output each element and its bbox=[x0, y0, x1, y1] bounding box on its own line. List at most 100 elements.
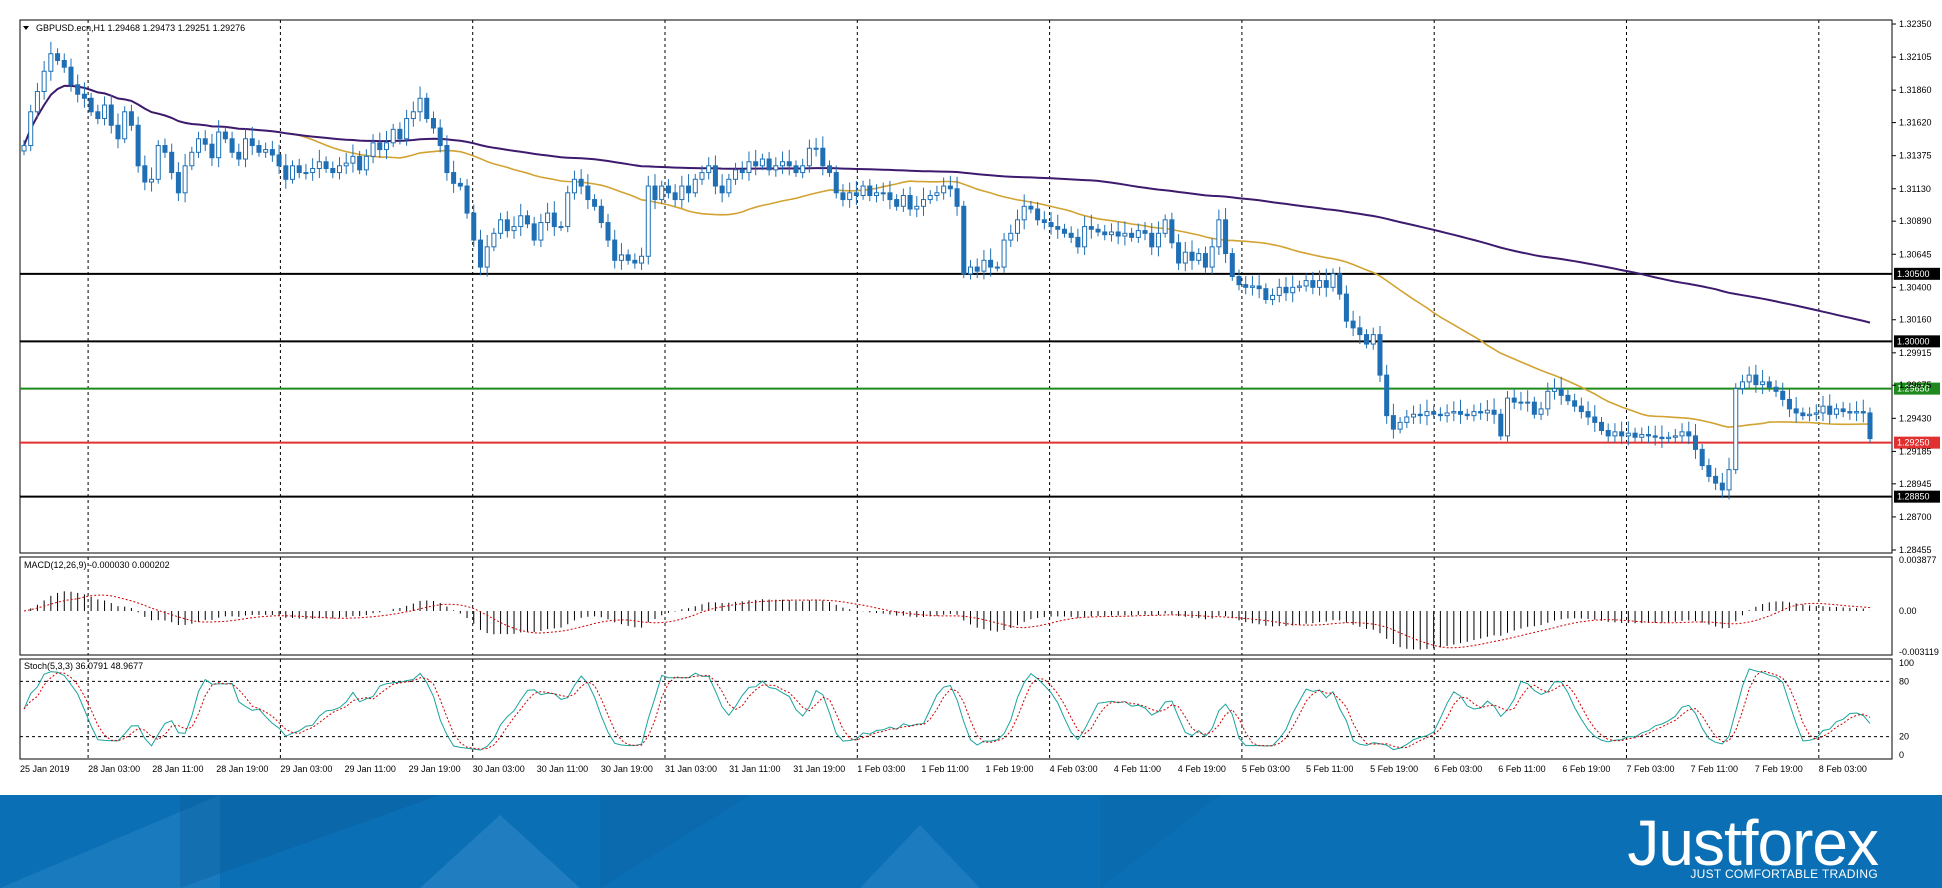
candle-body bbox=[1451, 411, 1457, 414]
candle-body bbox=[1283, 286, 1289, 294]
candle-body bbox=[1249, 285, 1255, 288]
candle-body bbox=[1411, 413, 1417, 418]
x-tick-label: 30 Jan 19:00 bbox=[601, 764, 653, 774]
candle-body bbox=[1404, 416, 1410, 423]
candle-body bbox=[699, 172, 705, 180]
stoch-main-line bbox=[23, 668, 1871, 751]
candle-body bbox=[283, 165, 289, 180]
candle-body bbox=[1290, 286, 1296, 294]
candle-body bbox=[256, 145, 262, 153]
candle-body bbox=[1672, 435, 1678, 438]
candle-body bbox=[175, 172, 181, 194]
ma-fast-line bbox=[23, 84, 1871, 429]
candle-body bbox=[1263, 288, 1269, 300]
candle-body bbox=[1075, 236, 1081, 248]
candle-body bbox=[1108, 231, 1114, 236]
candle-body bbox=[1236, 276, 1242, 286]
candle-body bbox=[733, 169, 739, 180]
candle-body bbox=[786, 161, 792, 167]
candle-body bbox=[853, 192, 859, 197]
candle-body bbox=[672, 192, 678, 201]
candle-body bbox=[1216, 219, 1222, 248]
candle-body bbox=[1343, 293, 1349, 322]
macd-panel bbox=[19, 556, 1893, 656]
candle-body bbox=[390, 128, 396, 144]
candle-body bbox=[464, 185, 470, 214]
candle-body bbox=[1706, 465, 1712, 477]
y-tick-label: 1.31620 bbox=[1899, 118, 1932, 128]
candle-body bbox=[1679, 431, 1685, 437]
candle-body bbox=[48, 53, 54, 72]
candle-body bbox=[1498, 413, 1504, 437]
candle-body bbox=[1598, 421, 1605, 431]
x-tick-label: 8 Feb 03:00 bbox=[1819, 764, 1867, 774]
candle-body bbox=[1323, 280, 1329, 288]
x-tick-label: 7 Feb 11:00 bbox=[1691, 764, 1738, 774]
candle-body bbox=[1102, 231, 1108, 236]
candle-body bbox=[437, 127, 443, 147]
candle-body bbox=[1652, 435, 1658, 438]
candle-body bbox=[61, 59, 67, 68]
y-tick-label: 1.29185 bbox=[1899, 446, 1932, 456]
candle-body bbox=[162, 145, 168, 153]
candle-body bbox=[1303, 280, 1309, 287]
candle-body bbox=[115, 124, 121, 140]
candle-body bbox=[263, 149, 269, 153]
candle-body bbox=[1813, 412, 1819, 415]
candle-body bbox=[545, 212, 551, 224]
candle-body bbox=[1464, 413, 1470, 417]
candle-body bbox=[518, 215, 524, 228]
candle-body bbox=[1605, 429, 1611, 437]
level-value: 1.30500 bbox=[1897, 269, 1930, 279]
candle-body bbox=[746, 161, 752, 174]
candle-body bbox=[712, 165, 718, 187]
candle-body bbox=[1827, 405, 1833, 415]
menu-triangle-icon[interactable] bbox=[23, 26, 29, 30]
candle-body bbox=[934, 192, 940, 197]
candle-body bbox=[1082, 226, 1088, 248]
candle-body bbox=[1659, 436, 1665, 440]
candle-body bbox=[1619, 431, 1625, 437]
candle-body bbox=[1733, 388, 1739, 471]
candle-body bbox=[1129, 232, 1135, 238]
candle-body bbox=[806, 147, 812, 167]
candle-body bbox=[477, 239, 483, 268]
x-tick-label: 1 Feb 11:00 bbox=[921, 764, 968, 774]
candle-body bbox=[1686, 431, 1692, 437]
candle-body bbox=[102, 104, 108, 120]
candle-body bbox=[1511, 397, 1517, 403]
candle-body bbox=[34, 91, 40, 113]
candle-body bbox=[222, 131, 228, 140]
candle-body bbox=[1867, 412, 1873, 440]
candle-body bbox=[659, 185, 665, 201]
candle-body bbox=[618, 254, 624, 261]
candle-body bbox=[1135, 230, 1141, 238]
candle-body bbox=[55, 53, 61, 61]
candle-body bbox=[1592, 416, 1598, 423]
candle-body bbox=[504, 219, 510, 232]
y-tick-label: 1.29430 bbox=[1899, 413, 1932, 423]
candle-body bbox=[1645, 434, 1651, 437]
candle-body bbox=[1786, 398, 1792, 410]
macd-signal-line bbox=[23, 594, 1871, 649]
y-tick-label: 1.28700 bbox=[1899, 512, 1932, 522]
candle-body bbox=[867, 185, 873, 197]
x-tick-label: 1 Feb 03:00 bbox=[857, 764, 905, 774]
candle-body bbox=[645, 185, 651, 257]
stoch-signal-line bbox=[23, 670, 1871, 750]
candle-body bbox=[95, 111, 101, 120]
candle-body bbox=[1270, 294, 1276, 300]
x-tick-label: 31 Jan 11:00 bbox=[729, 764, 780, 774]
stoch-tick-label: 80 bbox=[1899, 676, 1909, 686]
candle-body bbox=[88, 97, 94, 113]
candle-body bbox=[404, 118, 410, 140]
price-panel bbox=[19, 19, 1893, 554]
candle-body bbox=[565, 192, 571, 228]
candle-body bbox=[833, 172, 839, 194]
candle-body bbox=[1800, 412, 1806, 417]
candle-body bbox=[128, 111, 134, 126]
candle-body bbox=[1545, 390, 1551, 410]
stoch-tick-label: 100 bbox=[1899, 658, 1914, 668]
candle-body bbox=[1807, 413, 1813, 417]
candle-body bbox=[444, 145, 450, 174]
